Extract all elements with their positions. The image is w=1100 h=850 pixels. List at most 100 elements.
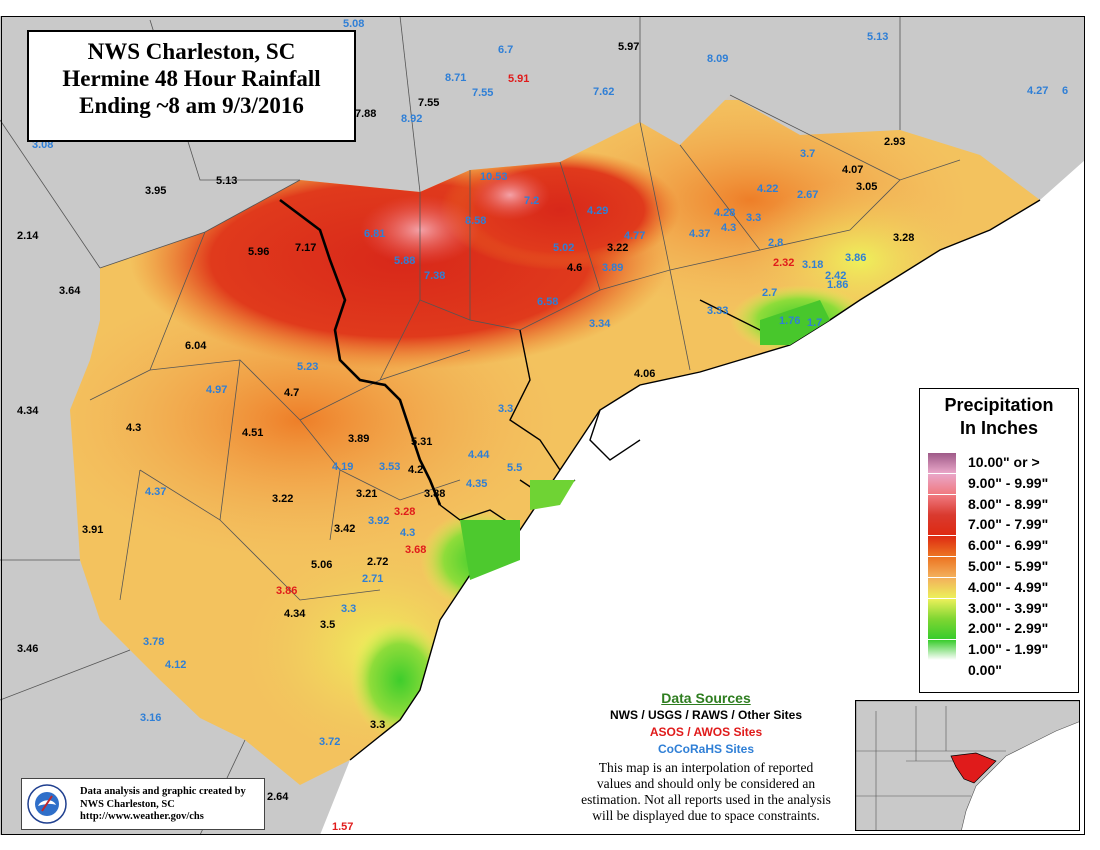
inset-canvas xyxy=(856,701,1079,830)
legend-swatch xyxy=(928,661,956,681)
legend-label: 8.00" - 8.99" xyxy=(968,495,1049,512)
rainfall-value: 4.3 xyxy=(400,527,415,539)
legend-item: 6.00" - 6.99" xyxy=(928,536,1078,557)
rainfall-value: 1.7 xyxy=(807,317,822,329)
rainfall-value: 3.33 xyxy=(707,305,728,317)
rainfall-value: 3.72 xyxy=(319,736,340,748)
rainfall-value: 2.93 xyxy=(884,136,905,148)
coastal-low-area xyxy=(530,480,575,510)
rainfall-value: 3.7 xyxy=(800,148,815,160)
rainfall-value: 3.18 xyxy=(802,259,823,271)
credit-url[interactable]: http://www.weather.gov/chs xyxy=(80,811,204,822)
legend-label: 1.00" - 1.99" xyxy=(968,641,1049,658)
rainfall-value: 5.23 xyxy=(297,361,318,373)
rainfall-value: 4.44 xyxy=(468,449,490,461)
sources-heading: Data Sources xyxy=(661,690,751,706)
rainfall-value: 3.86 xyxy=(845,252,866,264)
rainfall-value: 5.91 xyxy=(508,73,529,85)
rainfall-value: 3.21 xyxy=(356,488,377,500)
rainfall-value: 6.81 xyxy=(364,228,385,240)
state-boundary-river xyxy=(279,198,442,506)
coastal-low-area xyxy=(460,520,520,580)
data-sources: Data Sources NWS / USGS / RAWS / Other S… xyxy=(556,689,856,824)
rainfall-value: 4.22 xyxy=(757,183,778,195)
rainfall-value: 4.28 xyxy=(714,207,735,219)
rainfall-value: 5.5 xyxy=(507,462,522,474)
rainfall-value: 4.3 xyxy=(126,422,141,434)
rainfall-value: 3.92 xyxy=(368,515,389,527)
rainfall-value: 5.97 xyxy=(618,41,639,53)
rainfall-value: 1.86 xyxy=(827,279,848,291)
legend-label: 6.00" - 6.99" xyxy=(968,537,1049,554)
rainfall-value: 2.64 xyxy=(267,791,289,803)
rainfall-value: 3.3 xyxy=(498,403,513,415)
coastal-low-area xyxy=(760,300,830,345)
rainfall-value: 5.02 xyxy=(553,242,574,254)
rainfall-value: 3.91 xyxy=(82,524,103,536)
legend-swatch xyxy=(928,598,956,619)
legend-label: 4.00" - 4.99" xyxy=(968,578,1049,595)
rainfall-value: 2.32 xyxy=(773,257,794,269)
legend-label: 10.00" or > xyxy=(968,454,1040,470)
legend-item: 1.00" - 1.99" xyxy=(928,640,1078,661)
rainfall-value: 4.34 xyxy=(284,608,306,620)
rainfall-value: 4.06 xyxy=(634,368,655,380)
rainfall-value: 4.37 xyxy=(689,228,710,240)
legend-label: 5.00" - 5.99" xyxy=(968,558,1049,574)
rainfall-value: 3.86 xyxy=(276,585,297,597)
locator-inset-map xyxy=(855,700,1080,831)
rainfall-value: 6.58 xyxy=(537,296,558,308)
legend-item: 4.00" - 4.99" xyxy=(928,577,1078,598)
precipitation-legend: Precipitation In Inches 10.00" or > 9.00"… xyxy=(919,388,1079,693)
rainfall-value: 3.95 xyxy=(145,185,166,197)
rainfall-value: 3.5 xyxy=(320,619,335,631)
rainfall-value: 5.13 xyxy=(216,175,237,187)
ocean xyxy=(320,160,1085,835)
legend-title-line-1: Precipitation xyxy=(944,395,1054,415)
rainfall-value: 2.42 xyxy=(825,270,846,282)
rainfall-value: 8.58 xyxy=(465,215,486,227)
map-title: NWS Charleston, SC Hermine 48 Hour Rainf… xyxy=(27,30,356,142)
rainfall-value: 3.53 xyxy=(379,461,400,473)
rainfall-value: 8.09 xyxy=(707,53,728,65)
rainfall-value: 4.29 xyxy=(587,205,608,217)
rainfall-value: 4.6 xyxy=(567,262,582,274)
rainfall-value: 3.3 xyxy=(370,719,385,731)
rainfall-value: 3.08 xyxy=(32,139,53,151)
credit-line-2: NWS Charleston, SC xyxy=(80,798,175,810)
rainfall-value: 5.31 xyxy=(411,436,432,448)
rainfall-value: 6.04 xyxy=(185,340,207,352)
legend-label: 2.00" - 2.99" xyxy=(968,620,1049,637)
rainfall-value: 7.55 xyxy=(418,97,439,109)
rainfall-value: 2.7 xyxy=(762,287,777,299)
rainfall-value: 2.72 xyxy=(367,556,388,568)
disclaimer-line-3: estimation. Not all reports used in the … xyxy=(581,792,831,807)
rainfall-value: 4.34 xyxy=(17,405,39,417)
inset-highlight-region xyxy=(950,752,997,784)
source-cocorahs: CoCoRaHS Sites xyxy=(657,742,755,756)
rainfall-value: 10.53 xyxy=(480,171,508,183)
legend-title: Precipitation In Inches xyxy=(920,389,1078,440)
rainfall-value: 5.96 xyxy=(248,246,269,258)
rainfall-value: 6.7 xyxy=(498,44,513,56)
rainfall-value: 3.28 xyxy=(893,232,914,244)
rainfall-value: 3.16 xyxy=(140,712,161,724)
legend-item: 3.00" - 3.99" xyxy=(928,598,1078,619)
legend-item: 8.00" - 8.99" xyxy=(928,494,1078,515)
rainfall-value: 4.51 xyxy=(242,427,263,439)
legend-item: 0.00" xyxy=(928,661,1078,681)
source-nws: NWS / USGS / RAWS / Other Sites xyxy=(609,708,803,722)
rainfall-value: 1.57 xyxy=(332,821,353,833)
credit-text: Data analysis and graphic created by NWS… xyxy=(80,786,246,824)
rainfall-value: 7.62 xyxy=(593,86,614,98)
rainfall-value: 3.89 xyxy=(348,433,369,445)
rainfall-value: 4.77 xyxy=(624,230,645,242)
rainfall-value: 4.35 xyxy=(466,478,487,490)
rainfall-value: 2.14 xyxy=(17,230,39,242)
legend-item: 7.00" - 7.99" xyxy=(928,515,1078,536)
rainfall-value: 2.71 xyxy=(362,573,383,585)
rainfall-value: 3.64 xyxy=(59,285,81,297)
legend-swatch xyxy=(928,473,956,494)
